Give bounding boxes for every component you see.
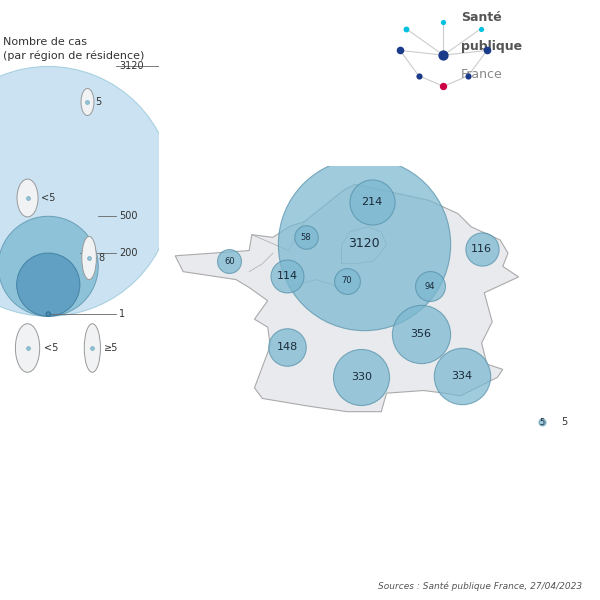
Text: France: France bbox=[461, 68, 503, 82]
Text: 8: 8 bbox=[99, 253, 105, 263]
Point bbox=[414, 71, 424, 80]
Text: 500: 500 bbox=[119, 211, 138, 221]
Circle shape bbox=[17, 253, 80, 316]
Point bbox=[439, 17, 448, 26]
Point bbox=[283, 271, 292, 280]
Point bbox=[224, 256, 234, 266]
Point bbox=[401, 24, 411, 34]
Point bbox=[464, 71, 473, 80]
Ellipse shape bbox=[16, 324, 40, 372]
Ellipse shape bbox=[17, 179, 38, 217]
Ellipse shape bbox=[81, 89, 94, 115]
Text: ≥5: ≥5 bbox=[104, 343, 118, 353]
Text: Nombre de cas: Nombre de cas bbox=[3, 37, 87, 47]
Text: 5: 5 bbox=[561, 417, 567, 427]
Text: <5: <5 bbox=[41, 193, 55, 203]
Text: 5: 5 bbox=[95, 97, 102, 107]
Polygon shape bbox=[175, 184, 518, 412]
Point bbox=[477, 244, 487, 254]
Point bbox=[439, 82, 448, 91]
Point bbox=[88, 343, 97, 353]
Ellipse shape bbox=[84, 324, 100, 372]
Point bbox=[367, 197, 377, 206]
Text: 148: 148 bbox=[277, 342, 298, 352]
Text: (par région de résidence): (par région de résidence) bbox=[3, 50, 144, 61]
Text: 214: 214 bbox=[361, 197, 383, 206]
Point bbox=[342, 276, 352, 286]
Text: <5: <5 bbox=[44, 343, 58, 353]
Point bbox=[359, 239, 368, 248]
Text: 5: 5 bbox=[540, 418, 545, 427]
Point bbox=[23, 343, 32, 353]
Point bbox=[283, 342, 292, 352]
Text: 334: 334 bbox=[451, 371, 472, 381]
Ellipse shape bbox=[82, 236, 97, 280]
Point bbox=[538, 418, 547, 427]
Text: 60: 60 bbox=[224, 257, 235, 266]
Text: 58: 58 bbox=[301, 233, 311, 242]
Point bbox=[476, 24, 485, 34]
Text: 3120: 3120 bbox=[348, 237, 379, 250]
Point bbox=[84, 253, 94, 263]
Point bbox=[83, 97, 92, 107]
Point bbox=[395, 46, 405, 55]
Text: 116: 116 bbox=[471, 244, 492, 254]
Text: 114: 114 bbox=[277, 271, 298, 281]
Text: 1: 1 bbox=[119, 309, 125, 319]
Point bbox=[416, 329, 425, 338]
Text: Santé: Santé bbox=[461, 11, 502, 24]
Text: 356: 356 bbox=[410, 329, 431, 339]
Text: 3120: 3120 bbox=[119, 61, 144, 71]
Point bbox=[356, 373, 366, 382]
Point bbox=[457, 371, 467, 381]
Text: publique: publique bbox=[461, 40, 522, 53]
Circle shape bbox=[0, 67, 173, 316]
Point bbox=[301, 233, 311, 242]
Text: 70: 70 bbox=[341, 277, 352, 286]
Text: 330: 330 bbox=[351, 373, 372, 382]
Text: Sources : Santé publique France, 27/04/2023: Sources : Santé publique France, 27/04/2… bbox=[378, 581, 582, 591]
Point bbox=[23, 193, 32, 203]
Text: 200: 200 bbox=[119, 248, 138, 258]
Circle shape bbox=[0, 216, 98, 316]
Circle shape bbox=[46, 312, 50, 316]
Point bbox=[482, 46, 492, 55]
Point bbox=[439, 50, 448, 60]
Text: 94: 94 bbox=[425, 281, 436, 290]
Point bbox=[425, 281, 435, 291]
